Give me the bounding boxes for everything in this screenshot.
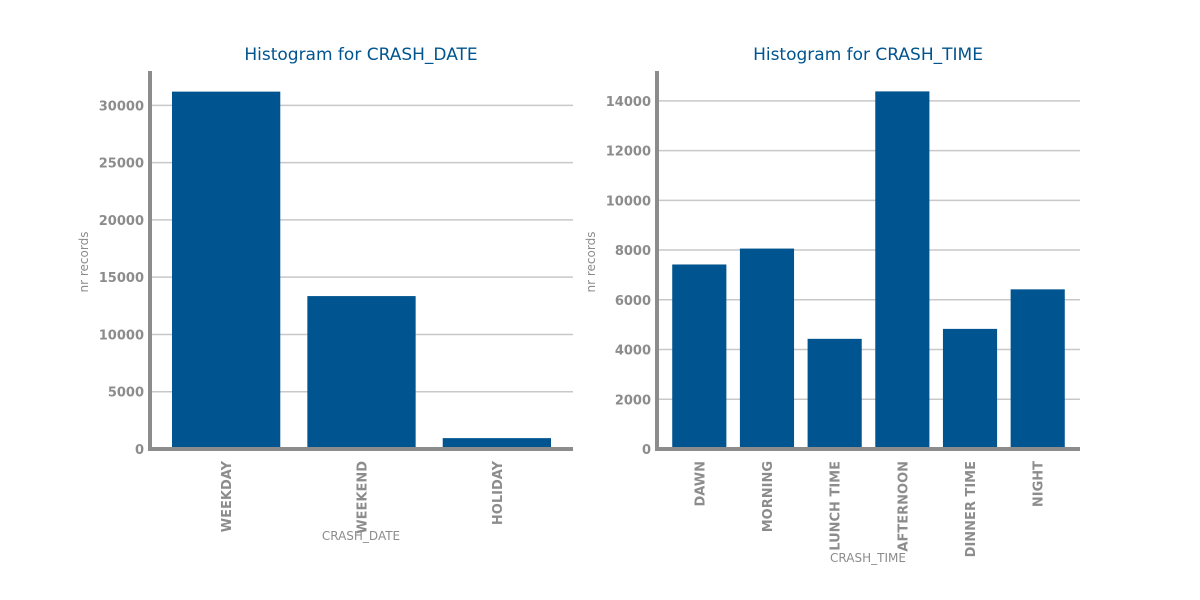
bar-night xyxy=(1010,289,1065,449)
bar-holiday xyxy=(442,438,552,449)
bar-weekday xyxy=(171,91,281,450)
chart-title: Histogram for CRASH_TIME xyxy=(753,45,983,65)
y-tick-label: 8000 xyxy=(615,244,651,259)
bars xyxy=(672,91,1065,450)
crash-time-histogram: Histogram for CRASH_TIME nr records CRAS… xyxy=(584,45,1080,565)
x-tick-labels: DAWN MORNING LUNCH TIME AFTERNOON DINNER TIM… xyxy=(693,461,1046,557)
y-axis-label: nr records xyxy=(584,232,598,293)
grid-lines xyxy=(657,100,1080,401)
x-tick-label: HOLIDAY xyxy=(491,460,506,525)
bar-dawn xyxy=(672,264,727,449)
x-tick-label: WEEKDAY xyxy=(220,460,235,532)
bar-afternoon xyxy=(875,91,930,450)
x-tick-label: AFTERNOON xyxy=(896,461,911,552)
axes xyxy=(148,71,573,451)
chart-title: Histogram for CRASH_DATE xyxy=(244,45,477,65)
crash-date-histogram: Histogram for CRASH_DATE nr records CRAS… xyxy=(77,45,573,543)
x-tick-label: NIGHT xyxy=(1032,461,1047,507)
x-axis-label: CRASH_DATE xyxy=(322,529,400,543)
y-tick-label: 14000 xyxy=(606,95,651,110)
x-tick-label: MORNING xyxy=(761,461,776,532)
y-tick-labels: 0 5000 10000 15000 20000 25000 30000 xyxy=(99,99,144,458)
y-tick-label: 15000 xyxy=(99,271,144,286)
bar-morning xyxy=(739,248,795,449)
y-tick-label: 2000 xyxy=(615,393,651,408)
y-tick-label: 5000 xyxy=(108,386,144,401)
y-tick-label: 25000 xyxy=(99,157,144,172)
y-tick-label: 10000 xyxy=(99,328,144,343)
y-tick-label: 0 xyxy=(135,443,144,458)
y-tick-label: 12000 xyxy=(606,145,651,160)
y-tick-label: 30000 xyxy=(99,99,144,114)
x-tick-label: LUNCH TIME xyxy=(829,461,844,551)
y-tick-label: 10000 xyxy=(606,194,651,209)
y-axis-label: nr records xyxy=(77,232,91,293)
bar-lunch-time xyxy=(807,338,862,449)
axes xyxy=(655,71,1080,451)
x-tick-label: DAWN xyxy=(693,461,708,507)
y-tick-label: 4000 xyxy=(615,344,651,359)
y-tick-label: 6000 xyxy=(615,294,651,309)
bar-weekend xyxy=(307,296,416,449)
y-tick-label: 20000 xyxy=(99,214,144,229)
bar-dinner-time xyxy=(942,328,998,449)
x-tick-labels: WEEKDAY WEEKEND HOLIDAY xyxy=(220,460,506,533)
x-axis-label: CRASH_TIME xyxy=(830,551,906,565)
x-tick-label: DINNER TIME xyxy=(964,461,979,557)
x-tick-label: WEEKEND xyxy=(356,461,371,534)
bars xyxy=(171,91,552,450)
y-tick-label: 0 xyxy=(642,443,651,458)
y-tick-labels: 0 2000 4000 6000 8000 10000 12000 14000 xyxy=(606,95,651,458)
